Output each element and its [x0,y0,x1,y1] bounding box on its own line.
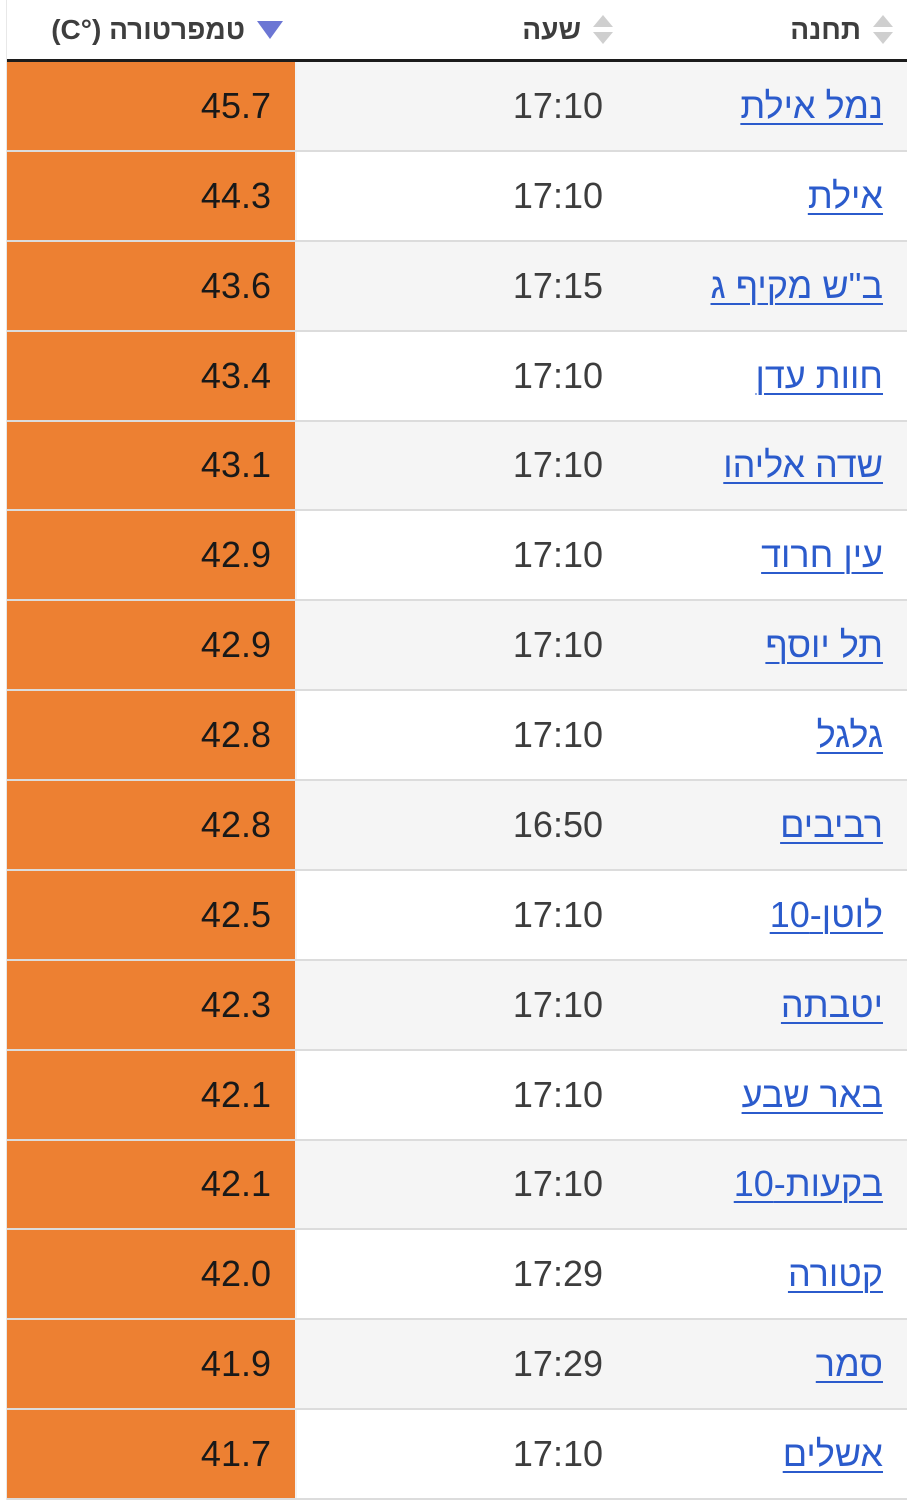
time-cell: 16:50 [512,803,603,845]
temperature-cell: 42.9 [7,511,297,600]
temperature-cell: 42.0 [7,1230,297,1319]
table-row: באר שבע 17:10 42.1 [7,1050,907,1141]
time-cell: 17:10 [512,1433,603,1475]
temperature-cell: 43.6 [7,241,297,330]
time-cell: 17:29 [512,1253,603,1295]
sort-up-arrow [593,15,613,27]
station-cell: לוטן-10 [627,871,907,959]
station-cell: יטבתה [627,961,907,1049]
temperature-cell: 42.3 [7,960,297,1049]
station-cell: אילת [627,152,907,240]
weather-stations-table: תחנה שעה טמפרטורה (°C) נמל אילת 17:10 45.7 אי… [6,0,907,1500]
table-row: חוות עדן 17:10 43.4 [7,331,907,422]
column-header-temperature[interactable]: טמפרטורה (°C) [7,0,297,59]
table-row: סמר 17:29 41.9 [7,1320,907,1411]
temperature-cell: 42.8 [7,691,297,779]
column-header-label: טמפרטורה (°C) [51,13,245,45]
station-link[interactable]: תל יוסף [765,624,883,666]
table-row: לוטן-10 17:10 42.5 [7,870,907,961]
station-link[interactable]: נמל אילת [740,84,883,126]
temperature-cell: 42.5 [7,870,297,959]
station-cell: עין חרוד [627,511,907,599]
station-link[interactable]: ב"ש מקיף ג [710,264,884,306]
temperature-cell: 42.1 [7,1140,297,1229]
time-cell: 17:10 [512,624,603,666]
station-link[interactable]: עין חרוד [761,534,883,576]
station-link[interactable]: גלגל [816,714,883,756]
temperature-cell: 44.3 [7,151,297,240]
column-header-label: תחנה [790,13,861,45]
time-cell: 17:10 [512,84,603,126]
table-row: אשלים 17:10 41.7 [7,1410,907,1500]
time-cell: 17:10 [512,1073,603,1115]
station-cell: תל יוסף [627,601,907,689]
station-link[interactable]: אשלים [782,1433,883,1475]
table-row: רביבים 16:50 42.8 [7,781,907,871]
table-row: יטבתה 17:10 42.3 [7,960,907,1051]
temperature-cell: 41.7 [7,1410,297,1498]
temperature-cell: 42.9 [7,601,297,690]
station-link[interactable]: רביבים [780,803,883,845]
temperature-cell: 42.8 [7,781,297,869]
table-row: תל יוסף 17:10 42.9 [7,601,907,692]
table-row: גלגל 17:10 42.8 [7,691,907,781]
station-cell: שדה אליהו [627,422,907,510]
time-cell: 17:10 [512,893,603,935]
station-link[interactable]: שדה אליהו [723,444,883,486]
table-row: שדה אליהו 17:10 43.1 [7,421,907,512]
station-link[interactable]: בקעות-10 [733,1163,883,1205]
column-header-time[interactable]: שעה [297,0,627,59]
station-cell: באר שבע [627,1051,907,1139]
time-cell: 17:10 [512,444,603,486]
station-link[interactable]: יטבתה [780,983,883,1025]
station-cell: קטורה [627,1230,907,1318]
table-body: נמל אילת 17:10 45.7 אילת 17:10 44.3 ב"ש מקיף ג… [7,62,907,1500]
table-row: בקעות-10 17:10 42.1 [7,1140,907,1231]
time-cell: 17:15 [512,264,603,306]
station-cell: רביבים [627,781,907,869]
column-header-label: שעה [522,13,581,45]
time-cell: 17:10 [512,534,603,576]
sort-up-arrow [873,15,893,27]
station-link[interactable]: סמר [815,1343,883,1385]
sort-toggle-icon [873,15,893,44]
time-cell: 17:10 [512,354,603,396]
sort-down-arrow [873,32,893,44]
station-link[interactable]: חוות עדן [755,354,883,396]
sort-down-arrow [593,32,613,44]
table-row: עין חרוד 17:10 42.9 [7,511,907,602]
temperature-cell: 42.1 [7,1050,297,1139]
station-cell: חוות עדן [627,332,907,420]
station-cell: סמר [627,1320,907,1408]
station-cell: בקעות-10 [627,1141,907,1229]
column-header-station[interactable]: תחנה [627,0,907,59]
station-cell: גלגל [627,691,907,779]
temperature-cell: 43.1 [7,421,297,510]
temperature-cell: 45.7 [7,62,297,150]
time-cell: 17:10 [512,983,603,1025]
table-row: ב"ש מקיף ג 17:15 43.6 [7,241,907,332]
station-cell: ב"ש מקיף ג [627,242,907,330]
temperature-cell: 43.4 [7,331,297,420]
station-link[interactable]: לוטן-10 [769,893,883,935]
time-cell: 17:10 [512,1163,603,1205]
sort-descending-icon [257,20,283,39]
table-row: אילת 17:10 44.3 [7,151,907,242]
table-row: נמל אילת 17:10 45.7 [7,62,907,152]
station-link[interactable]: באר שבע [741,1073,883,1115]
station-cell: נמל אילת [627,62,907,150]
time-cell: 17:10 [512,174,603,216]
time-cell: 17:10 [512,714,603,756]
time-cell: 17:29 [512,1343,603,1385]
station-link[interactable]: קטורה [787,1253,883,1295]
sort-toggle-icon [593,15,613,44]
table-row: קטורה 17:29 42.0 [7,1230,907,1321]
station-cell: אשלים [627,1410,907,1498]
station-link[interactable]: אילת [807,174,883,216]
temperature-cell: 41.9 [7,1320,297,1409]
header-row: תחנה שעה טמפרטורה (°C) [7,0,907,62]
